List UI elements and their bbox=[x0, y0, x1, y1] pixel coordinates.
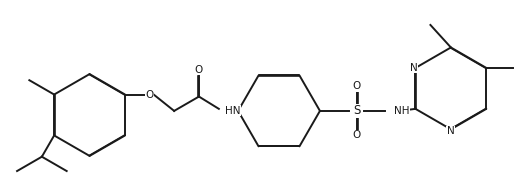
Text: O: O bbox=[195, 65, 203, 75]
Text: O: O bbox=[145, 90, 154, 100]
Text: HN: HN bbox=[225, 106, 241, 116]
Text: O: O bbox=[352, 131, 361, 141]
Text: O: O bbox=[352, 81, 361, 91]
Text: S: S bbox=[353, 104, 360, 117]
Text: N: N bbox=[447, 126, 455, 136]
Text: NH: NH bbox=[394, 106, 409, 116]
Text: N: N bbox=[410, 63, 417, 73]
